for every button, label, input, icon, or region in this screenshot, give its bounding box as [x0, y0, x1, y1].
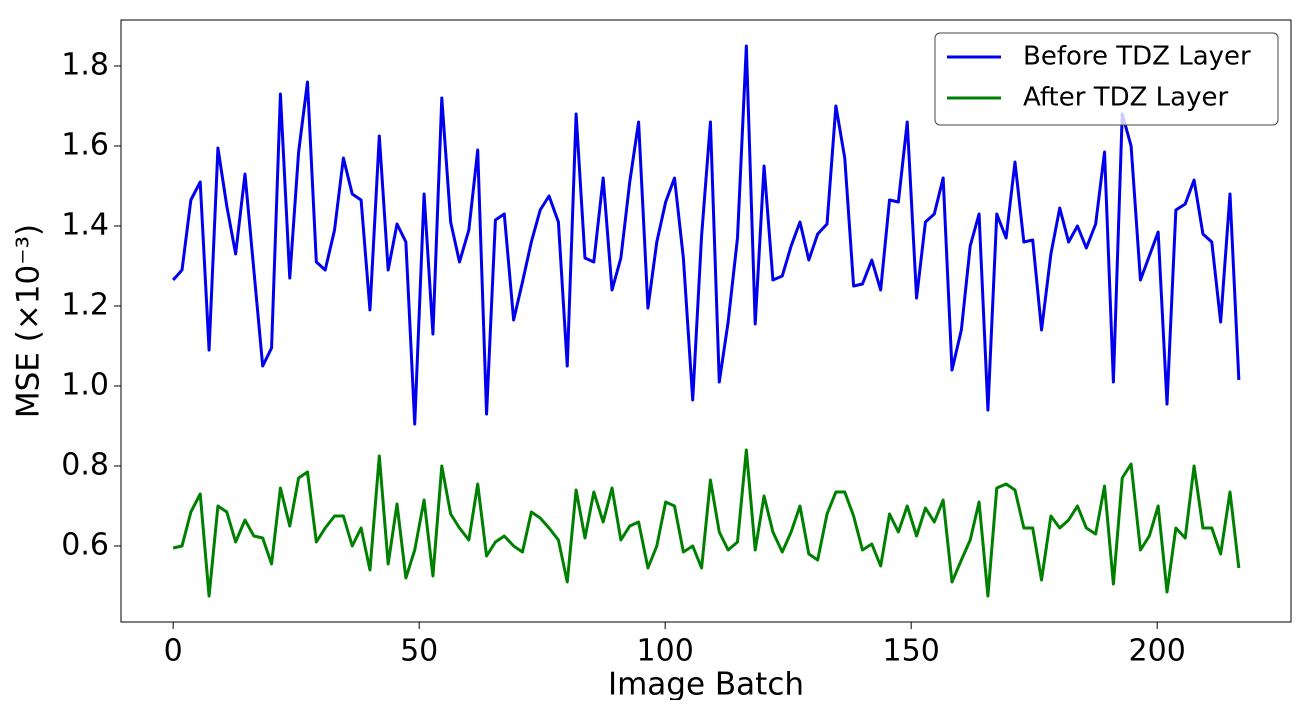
plot-frame: [120, 19, 1292, 623]
line-series: [172, 44, 1241, 426]
legend-box: [934, 32, 1279, 126]
x-tick-label: 150: [883, 634, 940, 669]
legend-label: After TDZ Layer: [1023, 83, 1228, 113]
y-tick-label: 1.6: [61, 128, 109, 163]
x-tick-label: 200: [1129, 634, 1186, 669]
y-tick-label: 1.4: [61, 208, 109, 243]
y-tick-label: 0.6: [61, 528, 109, 563]
y-axis-label: MSE (×10⁻³): [11, 224, 47, 418]
y-tick-label: 1.0: [61, 368, 109, 403]
legend-label: Before TDZ Layer: [1023, 42, 1251, 72]
x-tick-label: 100: [637, 634, 694, 669]
y-tick-label: 1.2: [61, 288, 109, 323]
x-tick-label: 50: [400, 634, 438, 669]
y-tick-label: 0.8: [61, 448, 109, 483]
y-tick-label: 1.8: [61, 48, 109, 83]
line-series: [172, 448, 1241, 598]
x-tick-label: 0: [164, 634, 183, 669]
x-axis-label: Image Batch: [608, 667, 804, 701]
